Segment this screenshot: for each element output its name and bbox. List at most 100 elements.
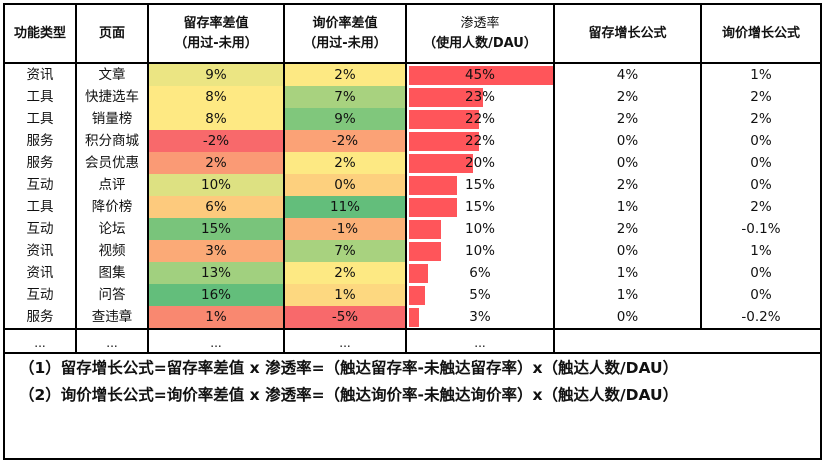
header-retention-diff-sub: （用过-未用） — [174, 35, 258, 51]
retention-growth-cell: 1% — [553, 284, 701, 306]
inquiry-diff-cell: -2% — [283, 130, 406, 152]
penetration-value: 5% — [469, 287, 491, 303]
inquiry-growth-cell: -0.1% — [700, 218, 820, 240]
inquiry-growth-cell: -0.2% — [700, 306, 820, 329]
page-cell: 积分商城 — [75, 130, 148, 152]
inquiry-growth-cell: 1% — [700, 63, 820, 86]
penetration-data-bar — [409, 286, 425, 305]
retention-growth-cell: 0% — [553, 240, 701, 262]
retention-growth-cell: 2% — [553, 218, 701, 240]
penetration-value: 10% — [464, 243, 495, 259]
header-page: 页面 — [75, 5, 148, 64]
header-penetration-title: 渗透率 — [460, 15, 500, 31]
page-cell: 查违章 — [75, 306, 148, 329]
formula-note-inquiry: （2）询价增长公式=询价率差值 x 渗透率=（触达询价率-未触达询价率）x（触达… — [19, 386, 679, 404]
retention-growth-cell: 2% — [553, 86, 701, 108]
page-cell: 图集 — [75, 262, 148, 284]
penetration-data-bar — [409, 242, 441, 261]
table-row: 资讯 视频 3% 7% 10% 0% 1% — [5, 240, 820, 262]
penetration-data-bar — [409, 66, 553, 85]
page-cell: 点评 — [75, 174, 148, 196]
page-cell: 论坛 — [75, 218, 148, 240]
type-cell: 互动 — [26, 221, 54, 237]
retention-growth-cell: 4% — [553, 63, 701, 86]
penetration-data-bar — [409, 154, 473, 173]
retention-diff-cell: 3% — [147, 240, 284, 262]
header-retention-diff-title: 留存率差值 — [183, 15, 249, 31]
penetration-cell: 5% — [405, 284, 554, 306]
penetration-data-bar — [409, 88, 483, 107]
page-cell: 降价榜 — [75, 196, 148, 218]
penetration-value: 45% — [464, 67, 495, 83]
header-inquiry-growth: 询价增长公式 — [700, 5, 820, 64]
page-cell: 销量榜 — [75, 108, 148, 130]
retention-diff-cell: 9% — [147, 63, 284, 86]
retention-growth-cell: 1% — [553, 262, 701, 284]
page-cell: 快捷选车 — [75, 86, 148, 108]
type-cell: 工具 — [26, 199, 54, 215]
inquiry-growth-cell: 0% — [700, 262, 820, 284]
retention-diff-cell: 8% — [147, 86, 284, 108]
table-row: 互动 问答 16% 1% 5% 1% 0% — [5, 284, 820, 306]
header-type: 功能类型 — [5, 5, 76, 64]
page-cell: 会员优惠 — [75, 152, 148, 174]
type-cell: 服务 — [26, 155, 54, 171]
retention-diff-cell: 15% — [147, 218, 284, 240]
inquiry-diff-cell: 1% — [283, 284, 406, 306]
retention-diff-cell: 10% — [147, 174, 284, 196]
table-row: 工具 降价榜 6% 11% 15% 1% 2% — [5, 196, 820, 218]
type-cell: 服务 — [26, 133, 54, 149]
inquiry-diff-cell: 0% — [283, 174, 406, 196]
header-retention-diff: 留存率差值 （用过-未用） — [147, 5, 284, 64]
ellipsis-cell: ... — [75, 328, 148, 354]
ellipsis-cell: ... — [283, 328, 406, 354]
header-inquiry-diff: 询价率差值 （用过-未用） — [283, 5, 406, 64]
inquiry-diff-cell: -1% — [283, 218, 406, 240]
inquiry-growth-cell: 0% — [700, 152, 820, 174]
inquiry-growth-cell: 2% — [700, 196, 820, 218]
type-cell: 工具 — [26, 89, 54, 105]
table-row: 资讯 图集 13% 2% 6% 1% 0% — [5, 262, 820, 284]
table-row: 工具 销量榜 8% 9% 22% 2% 2% — [5, 108, 820, 130]
page-metrics-table: 功能类型 页面 留存率差值 （用过-未用） 询价率差值 （用过-未用） 渗透率 （使用… — [5, 5, 820, 354]
header-row: 功能类型 页面 留存率差值 （用过-未用） 询价率差值 （用过-未用） 渗透率 （使用… — [5, 5, 820, 64]
inquiry-diff-cell: 2% — [283, 262, 406, 284]
inquiry-diff-cell: 7% — [283, 86, 406, 108]
retention-diff-cell: 1% — [147, 306, 284, 329]
penetration-value: 15% — [464, 199, 495, 215]
retention-growth-cell: 0% — [553, 152, 701, 174]
penetration-cell: 10% — [405, 218, 554, 240]
type-cell: 资讯 — [26, 243, 54, 259]
page-cell: 视频 — [75, 240, 148, 262]
table-row: 服务 积分商城 -2% -2% 22% 0% 0% — [5, 130, 820, 152]
penetration-cell: 10% — [405, 240, 554, 262]
table-row: 服务 查违章 1% -5% 3% 0% -0.2% — [5, 306, 820, 329]
growth-formula-table-sheet: 功能类型 页面 留存率差值 （用过-未用） 询价率差值 （用过-未用） 渗透率 （使用… — [3, 3, 822, 460]
inquiry-growth-cell: 2% — [700, 108, 820, 130]
retention-diff-cell: 13% — [147, 262, 284, 284]
penetration-cell: 22% — [405, 108, 554, 130]
penetration-value: 22% — [464, 111, 495, 127]
penetration-value: 6% — [469, 265, 491, 281]
inquiry-diff-cell: 2% — [283, 152, 406, 174]
inquiry-growth-cell: 0% — [700, 174, 820, 196]
inquiry-growth-cell: 0% — [700, 284, 820, 306]
inquiry-growth-cell: 2% — [700, 86, 820, 108]
header-inquiry-diff-sub: （用过-未用） — [303, 35, 387, 51]
type-cell: 互动 — [26, 287, 54, 303]
retention-diff-cell: 8% — [147, 108, 284, 130]
ellipsis-cell: ... — [147, 328, 284, 354]
penetration-cell: 23% — [405, 86, 554, 108]
penetration-data-bar — [409, 132, 480, 151]
header-inquiry-diff-title: 询价率差值 — [312, 15, 378, 31]
penetration-value: 20% — [464, 155, 495, 171]
type-cell: 资讯 — [26, 67, 54, 83]
ellipsis-row: ... ... ... ... ... — [5, 328, 820, 354]
type-cell: 服务 — [26, 309, 54, 325]
penetration-data-bar — [409, 220, 441, 239]
ellipsis-empty-cell — [553, 328, 820, 354]
penetration-data-bar — [409, 308, 419, 327]
retention-growth-cell: 2% — [553, 174, 701, 196]
penetration-value: 15% — [464, 177, 495, 193]
formula-notes: （1）留存增长公式=留存率差值 x 渗透率=（触达留存率-未触达留存率）x（触达… — [5, 355, 820, 409]
